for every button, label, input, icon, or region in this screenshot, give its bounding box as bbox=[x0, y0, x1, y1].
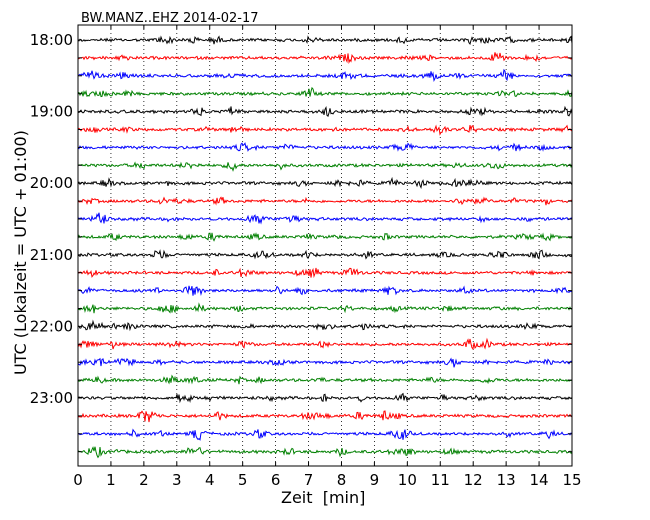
x-tick-label: 11 bbox=[431, 471, 450, 489]
trace-2215 bbox=[77, 337, 573, 350]
trace-2245 bbox=[77, 374, 573, 385]
x-tick-label: 3 bbox=[172, 471, 182, 489]
trace-1915 bbox=[77, 124, 573, 136]
trace-1815 bbox=[77, 52, 573, 65]
x-tick-label: 0 bbox=[73, 471, 83, 489]
trace-2030 bbox=[77, 212, 573, 225]
trace-2015 bbox=[77, 196, 573, 206]
x-tick-label: 4 bbox=[205, 471, 215, 489]
x-tick-label: 6 bbox=[271, 471, 281, 489]
axes-frame bbox=[77, 24, 573, 467]
y-tick-label: 20:00 bbox=[30, 174, 73, 192]
y-axis-label: UTC (Lokalzeit = UTC + 01:00) bbox=[11, 130, 30, 375]
trace-2200 bbox=[77, 319, 573, 332]
trace-1930 bbox=[77, 142, 573, 152]
y-tick-label: 19:00 bbox=[30, 103, 73, 121]
trace-1945 bbox=[77, 161, 573, 172]
x-tick-label: 8 bbox=[337, 471, 347, 489]
trace-2145 bbox=[77, 302, 573, 314]
x-tick-label: 2 bbox=[139, 471, 149, 489]
x-tick-label: 1 bbox=[106, 471, 116, 489]
x-tick-label: 12 bbox=[464, 471, 483, 489]
trace-2345 bbox=[77, 446, 573, 459]
y-axis-ticks: 18:00 19:00 20:00 21:00 22:00 23:00 bbox=[30, 31, 572, 453]
trace-1845 bbox=[77, 86, 573, 98]
trace-2100 bbox=[77, 249, 573, 260]
y-tick-label: 21:00 bbox=[30, 246, 73, 264]
trace-1900 bbox=[77, 105, 573, 117]
trace-2045 bbox=[77, 232, 573, 242]
x-tick-label: 13 bbox=[497, 471, 516, 489]
x-tick-label: 5 bbox=[238, 471, 248, 489]
x-tick-label: 14 bbox=[530, 471, 549, 489]
grid-lines bbox=[110, 25, 540, 466]
x-axis-label: Zeit [min] bbox=[281, 488, 366, 507]
x-tick-label: 15 bbox=[562, 471, 581, 489]
chart-title: BW.MANZ..EHZ 2014-02-17 bbox=[81, 11, 259, 26]
x-tick-label: 7 bbox=[304, 471, 314, 489]
trace-2115 bbox=[77, 267, 573, 279]
trace-2230 bbox=[77, 357, 573, 368]
trace-2315 bbox=[77, 410, 573, 423]
seismic-traces bbox=[77, 35, 573, 459]
y-tick-label: 18:00 bbox=[30, 31, 73, 49]
trace-2130 bbox=[77, 285, 573, 296]
trace-1830 bbox=[77, 68, 573, 82]
trace-2330 bbox=[77, 428, 573, 441]
y-tick-label: 22:00 bbox=[30, 317, 73, 335]
x-axis-ticks: 0 1 2 3 4 5 6 7 8 9 10 11 12 13 14 15 bbox=[73, 25, 582, 489]
x-tick-label: 10 bbox=[398, 471, 417, 489]
trace-2000 bbox=[77, 176, 573, 189]
trace-1800 bbox=[77, 35, 573, 46]
x-tick-label: 9 bbox=[370, 471, 380, 489]
trace-2300 bbox=[77, 392, 573, 404]
y-tick-label: 23:00 bbox=[30, 389, 73, 407]
